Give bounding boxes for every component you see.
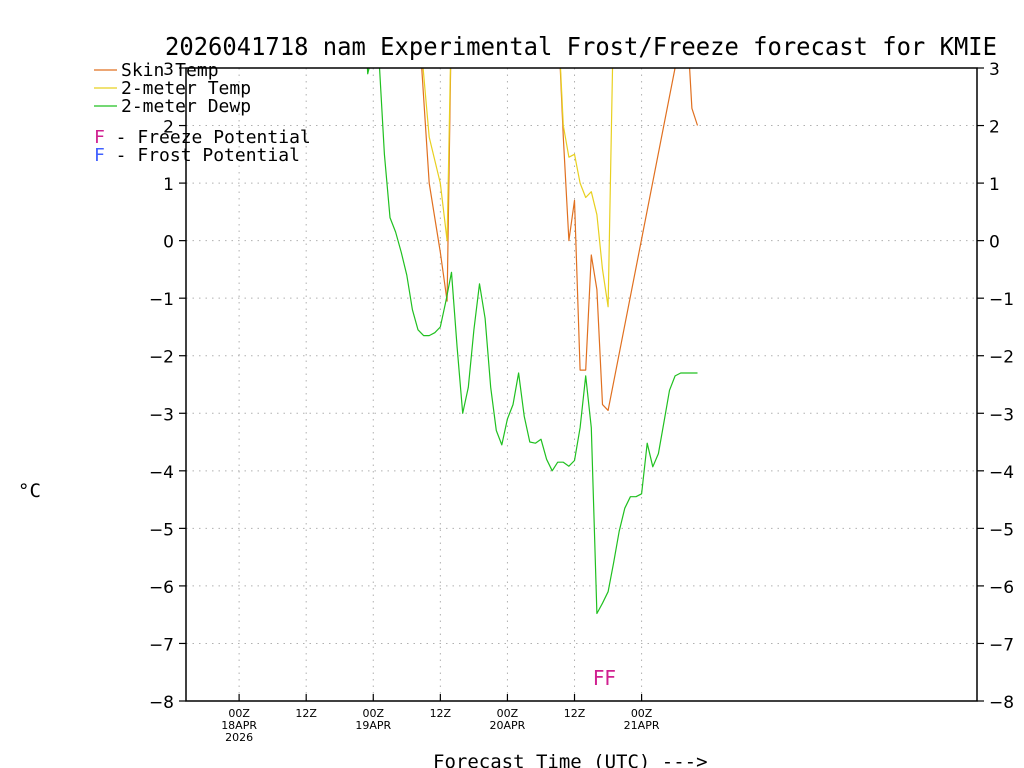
y-tick-label-right: 1 xyxy=(989,175,1000,195)
y-tick-label-right: −6 xyxy=(989,578,1014,598)
y-tick-label-left: −6 xyxy=(149,578,174,598)
y-tick-label-left: 0 xyxy=(163,233,174,253)
series-line-skin-temp xyxy=(421,68,699,411)
legend-label: 2-meter Dewp xyxy=(121,96,251,117)
y-tick-label-right: −1 xyxy=(989,290,1014,310)
y-tick-label-left: −8 xyxy=(149,693,174,713)
y-tick-label-right: 2 xyxy=(989,118,1000,138)
y-tick-label-right: −8 xyxy=(989,693,1014,713)
x-tick-label: 00Z xyxy=(362,707,384,720)
annotations: FF xyxy=(593,666,616,690)
legend-label: Skin Temp xyxy=(121,60,219,81)
x-tick-label: 12Z xyxy=(564,707,586,720)
x-tick-label: 2026 xyxy=(225,731,253,744)
legend-potential-label: - Frost Potential xyxy=(105,145,300,166)
y-tick-label-left: 3 xyxy=(163,60,174,80)
axis-ticks: 3 3 2 2 1 1 0 0 −1 −1 −2 −2 −3 −3 −4 −4 −5 −5 −6 −6 −7 −7 −8 −8… xyxy=(149,60,1014,744)
y-tick-label-right: 3 xyxy=(989,60,1000,80)
y-tick-label-left: −4 xyxy=(149,463,174,483)
y-tick-label-right: −7 xyxy=(989,635,1014,655)
x-tick-label: 00Z xyxy=(228,707,250,720)
y-tick-label-left: −7 xyxy=(149,635,174,655)
x-tick-label: 12Z xyxy=(295,707,317,720)
legend-potential-entry: F - Frost Potential xyxy=(94,145,300,166)
series-line-2-meter-dewp xyxy=(366,68,698,615)
x-tick-label: 21APR xyxy=(624,719,660,732)
y-tick-label-right: 0 xyxy=(989,233,1000,253)
y-tick-label-left: −5 xyxy=(149,520,174,540)
x-axis-label: Forecast Time (UTC) ---> xyxy=(433,751,708,768)
legend-potential-marker: F xyxy=(94,145,105,166)
y-tick-label-right: −5 xyxy=(989,520,1014,540)
chart-title: 2026041718 nam Experimental Frost/Freeze… xyxy=(165,32,997,61)
legend-potential-label: - Freeze Potential xyxy=(105,127,311,148)
x-tick-label: 00Z xyxy=(497,707,519,720)
series-lines xyxy=(366,68,699,615)
legend-label: 2-meter Temp xyxy=(121,78,251,99)
legend-potential-entry: F - Freeze Potential xyxy=(94,127,311,148)
grid xyxy=(186,68,977,701)
y-tick-label-left: −1 xyxy=(149,290,174,310)
legend-potential-marker: F xyxy=(94,127,105,148)
freeze-potential-marker: FF xyxy=(593,666,616,690)
y-tick-label-left: −2 xyxy=(149,348,174,368)
x-tick-label: 18APR xyxy=(221,719,257,732)
y-tick-label-left: −3 xyxy=(149,405,174,425)
y-tick-label-right: −4 xyxy=(989,463,1014,483)
plot-frame xyxy=(185,67,978,702)
y-tick-label-right: −2 xyxy=(989,348,1014,368)
x-tick-label: 19APR xyxy=(355,719,391,732)
x-tick-label: 20APR xyxy=(490,719,526,732)
x-tick-label: 00Z xyxy=(631,707,653,720)
y-tick-label-left: 2 xyxy=(163,118,174,138)
series-line-2-meter-temp xyxy=(422,68,614,308)
x-tick-label: 12Z xyxy=(430,707,452,720)
y-axis-label: °C xyxy=(18,480,41,502)
y-tick-label-right: −3 xyxy=(989,405,1014,425)
y-tick-label-left: 1 xyxy=(163,175,174,195)
